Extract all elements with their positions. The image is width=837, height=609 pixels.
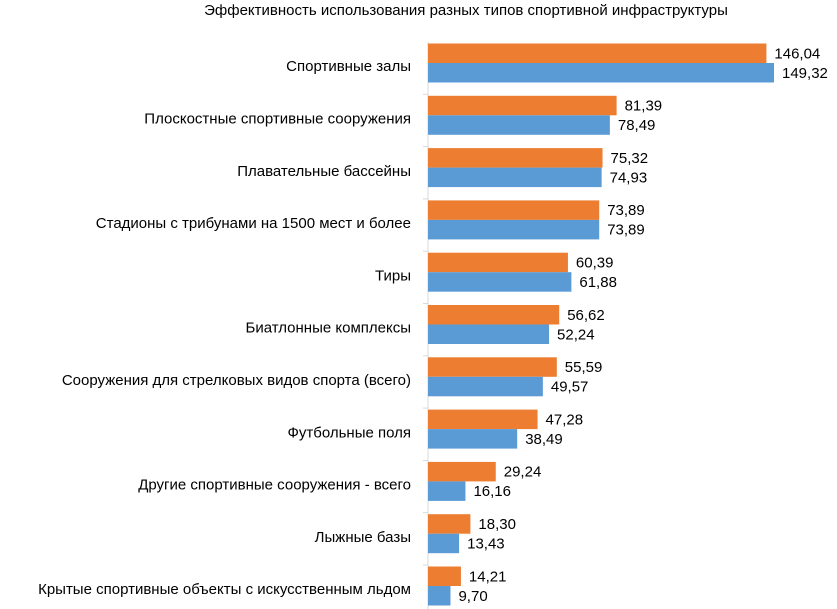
category-label: Плавательные бассейны: [237, 163, 411, 180]
data-label: 60,39: [576, 254, 614, 271]
data-label: 146,04: [774, 45, 820, 62]
category-label: Стадионы с трибунами на 1500 мест и боле…: [96, 215, 411, 232]
data-label: 56,62: [567, 307, 605, 324]
bar-series-1: [428, 200, 600, 220]
bar-series-1: [428, 357, 557, 377]
bar-series-1: [428, 409, 538, 430]
bar-series-2: [428, 481, 466, 501]
data-label: 13,43: [467, 535, 505, 552]
bar-series-2: [428, 115, 610, 135]
bar-series-2: [428, 586, 451, 606]
bar-series-1: [428, 514, 471, 534]
data-label: 49,57: [551, 379, 589, 396]
category-label: Другие спортивные сооружения - всего: [138, 477, 411, 494]
data-label: 78,49: [618, 117, 656, 134]
bar-series-1: [428, 566, 461, 586]
data-label: 74,93: [610, 169, 648, 186]
bar-series-1: [428, 461, 496, 482]
data-label: 81,39: [625, 98, 663, 115]
data-label: 61,88: [579, 274, 617, 291]
bar-series-1: [428, 43, 767, 63]
category-label: Лыжные базы: [315, 529, 411, 546]
category-label: Биатлонные комплексы: [245, 320, 411, 337]
data-label: 14,21: [469, 568, 507, 585]
bar-series-1: [428, 95, 617, 116]
bar-series-2: [428, 167, 602, 188]
category-label: Тиры: [375, 267, 411, 284]
category-label: Крытые спортивные объекты с искусственны…: [38, 581, 411, 598]
data-label: 149,32: [782, 65, 828, 82]
data-label: 9,70: [458, 588, 487, 605]
bar-series-1: [428, 148, 603, 168]
data-label: 16,16: [473, 483, 511, 500]
data-label: 29,24: [504, 464, 542, 481]
bar-series-1: [428, 305, 560, 325]
bar-series-2: [428, 429, 518, 449]
data-label: 75,32: [611, 150, 649, 167]
bar-series-2: [428, 219, 600, 240]
data-label: 73,89: [607, 202, 645, 219]
category-label: Сооружения для стрелковых видов спорта (…: [62, 372, 411, 389]
data-label: 73,89: [607, 222, 645, 239]
bar-series-2: [428, 533, 460, 554]
data-label: 18,30: [478, 516, 516, 533]
bar-series-2: [428, 376, 543, 397]
data-label: 55,59: [565, 359, 603, 376]
bar-series-2: [428, 324, 550, 344]
bar-series-1: [428, 252, 568, 273]
data-label: 38,49: [525, 431, 563, 448]
category-label: Футбольные поля: [287, 424, 411, 441]
chart-title: Эффективность использования разных типов…: [204, 2, 728, 19]
bar-series-2: [428, 63, 774, 83]
data-label: 47,28: [546, 411, 584, 428]
category-label: Плоскостные спортивные сооружения: [144, 110, 411, 127]
bar-series-2: [428, 272, 572, 292]
data-label: 52,24: [557, 326, 595, 343]
category-label: Спортивные залы: [286, 58, 411, 75]
